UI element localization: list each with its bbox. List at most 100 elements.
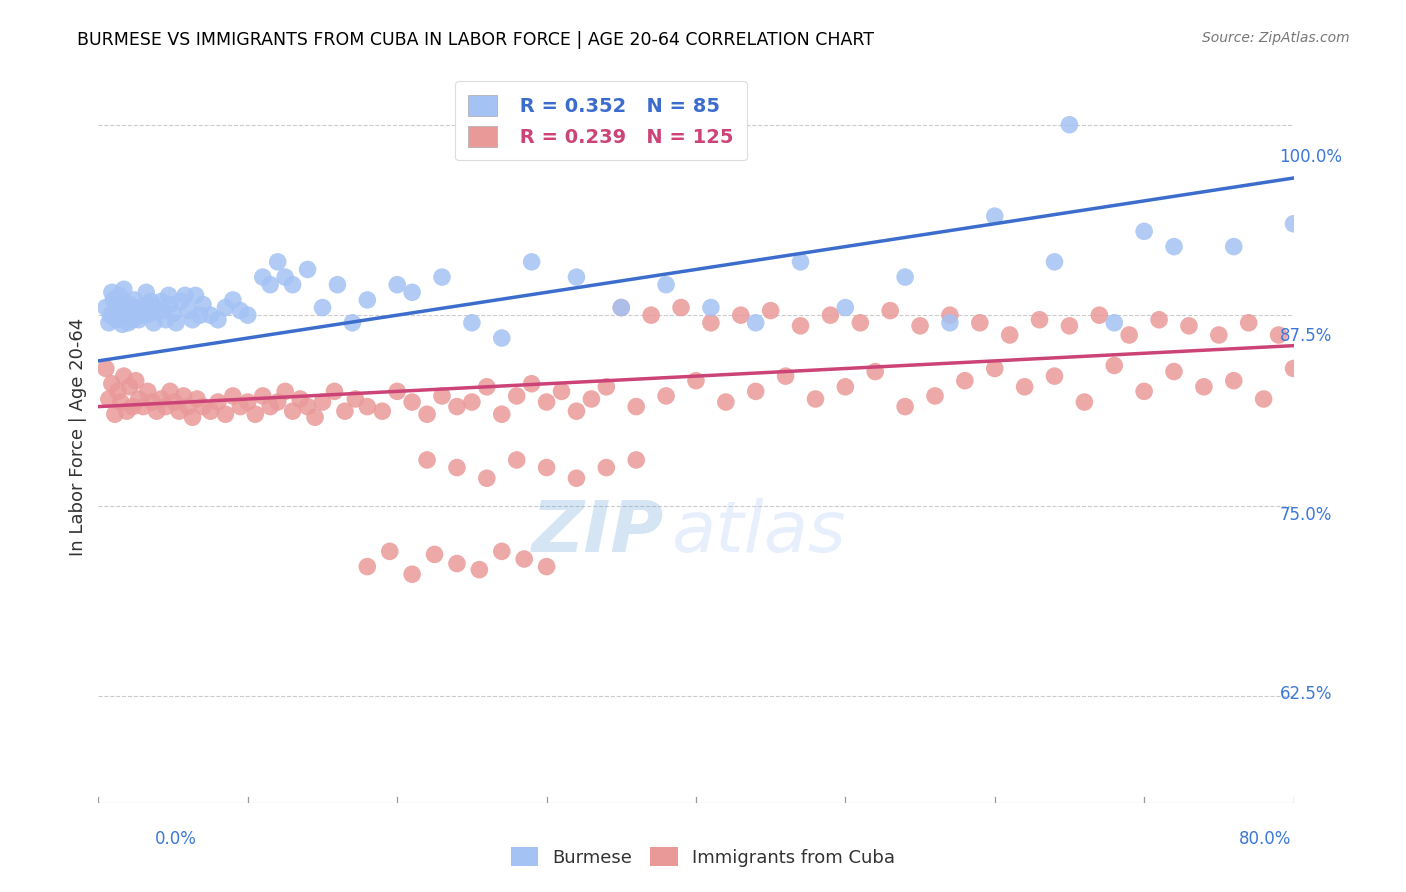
Point bbox=[834, 380, 856, 394]
Point bbox=[150, 392, 173, 406]
Point bbox=[953, 374, 976, 388]
Point bbox=[865, 365, 887, 379]
Point bbox=[1267, 328, 1289, 343]
Point bbox=[222, 293, 245, 307]
Point bbox=[111, 318, 134, 332]
Point bbox=[259, 400, 281, 414]
Point bbox=[565, 270, 588, 285]
Point bbox=[1043, 369, 1066, 384]
Point bbox=[121, 312, 143, 326]
Point bbox=[491, 407, 513, 421]
Point bbox=[1133, 384, 1156, 399]
Point bbox=[1147, 312, 1170, 326]
Point bbox=[236, 308, 259, 322]
Point bbox=[416, 407, 439, 421]
Text: atlas: atlas bbox=[671, 499, 846, 567]
Point bbox=[416, 453, 439, 467]
Point bbox=[984, 209, 1007, 223]
Point bbox=[536, 559, 558, 574]
Point bbox=[94, 361, 117, 376]
Point bbox=[1192, 380, 1215, 394]
Point bbox=[1073, 395, 1095, 409]
Point bbox=[565, 471, 588, 485]
Point bbox=[214, 301, 236, 315]
Point bbox=[1104, 359, 1126, 373]
Point bbox=[222, 389, 245, 403]
Point bbox=[159, 384, 181, 399]
Point bbox=[998, 328, 1021, 343]
Point bbox=[371, 404, 394, 418]
Point bbox=[491, 331, 513, 345]
Point bbox=[142, 316, 165, 330]
Point bbox=[804, 392, 827, 406]
Point bbox=[162, 307, 184, 321]
Text: 80.0%: 80.0% bbox=[1239, 830, 1292, 847]
Point bbox=[127, 308, 149, 322]
Point bbox=[101, 376, 124, 391]
Point bbox=[1163, 365, 1185, 379]
Point bbox=[700, 316, 723, 330]
Point bbox=[252, 270, 274, 285]
Point bbox=[274, 270, 297, 285]
Point bbox=[1104, 316, 1126, 330]
Point bbox=[595, 380, 617, 394]
Point bbox=[356, 293, 378, 307]
Point bbox=[132, 400, 155, 414]
Point bbox=[536, 460, 558, 475]
Point bbox=[98, 308, 122, 322]
Point bbox=[939, 316, 962, 330]
Point bbox=[984, 361, 1007, 376]
Point bbox=[323, 384, 346, 399]
Point bbox=[191, 400, 214, 414]
Text: 62.5%: 62.5% bbox=[1279, 685, 1331, 703]
Point bbox=[430, 270, 453, 285]
Point bbox=[789, 255, 811, 269]
Point bbox=[229, 400, 252, 414]
Point bbox=[401, 567, 423, 582]
Point bbox=[136, 384, 159, 399]
Point bbox=[640, 308, 662, 322]
Point bbox=[174, 288, 197, 302]
Y-axis label: In Labor Force | Age 20-64: In Labor Force | Age 20-64 bbox=[69, 318, 87, 557]
Point bbox=[520, 376, 543, 391]
Point bbox=[177, 303, 200, 318]
Point bbox=[520, 255, 543, 269]
Point bbox=[745, 384, 768, 399]
Point bbox=[1282, 217, 1305, 231]
Point bbox=[423, 548, 446, 562]
Point bbox=[378, 544, 401, 558]
Point bbox=[834, 301, 856, 315]
Text: ZIP: ZIP bbox=[531, 499, 664, 567]
Point bbox=[188, 308, 211, 322]
Point bbox=[177, 400, 200, 414]
Point bbox=[700, 301, 723, 315]
Point bbox=[326, 277, 349, 292]
Point bbox=[894, 400, 917, 414]
Point bbox=[214, 407, 236, 421]
Legend:  R = 0.352   N = 85,  R = 0.239   N = 125: R = 0.352 N = 85, R = 0.239 N = 125 bbox=[454, 81, 747, 161]
Point bbox=[115, 404, 138, 418]
Point bbox=[139, 294, 162, 309]
Point bbox=[132, 303, 155, 318]
Point bbox=[155, 400, 177, 414]
Point bbox=[939, 308, 962, 322]
Point bbox=[128, 312, 150, 326]
Point bbox=[908, 318, 931, 333]
Point bbox=[163, 395, 186, 409]
Point bbox=[669, 301, 692, 315]
Point bbox=[128, 392, 150, 406]
Point bbox=[191, 297, 214, 311]
Point bbox=[110, 395, 132, 409]
Point bbox=[759, 303, 782, 318]
Point bbox=[356, 400, 378, 414]
Point bbox=[655, 389, 678, 403]
Point bbox=[118, 380, 141, 394]
Point bbox=[820, 308, 842, 322]
Point bbox=[124, 293, 146, 307]
Point bbox=[550, 384, 572, 399]
Point bbox=[107, 296, 129, 310]
Point bbox=[1014, 380, 1036, 394]
Point bbox=[775, 369, 797, 384]
Point bbox=[141, 395, 163, 409]
Point bbox=[281, 404, 304, 418]
